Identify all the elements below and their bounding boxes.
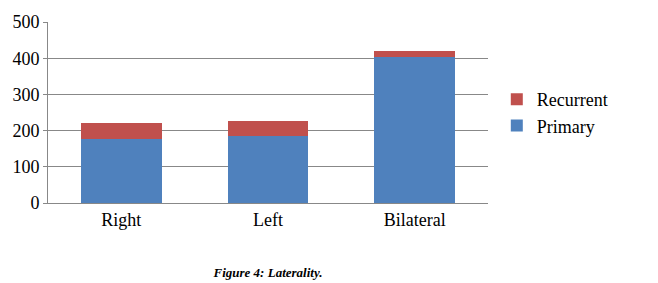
svg-text:400: 400 bbox=[12, 49, 39, 69]
svg-text:0: 0 bbox=[30, 193, 39, 213]
svg-text:300: 300 bbox=[12, 85, 39, 105]
svg-text:200: 200 bbox=[12, 121, 39, 141]
svg-text:500: 500 bbox=[12, 12, 39, 32]
svg-text:Figure 4: Laterality.: Figure 4: Laterality. bbox=[213, 265, 323, 280]
svg-text:Bilateral: Bilateral bbox=[384, 210, 446, 230]
svg-text:Left: Left bbox=[253, 210, 283, 230]
svg-text:100: 100 bbox=[12, 157, 39, 177]
svg-text:Recurrent: Recurrent bbox=[537, 90, 608, 110]
svg-text:Right: Right bbox=[101, 210, 141, 230]
svg-text:Primary: Primary bbox=[537, 117, 595, 137]
